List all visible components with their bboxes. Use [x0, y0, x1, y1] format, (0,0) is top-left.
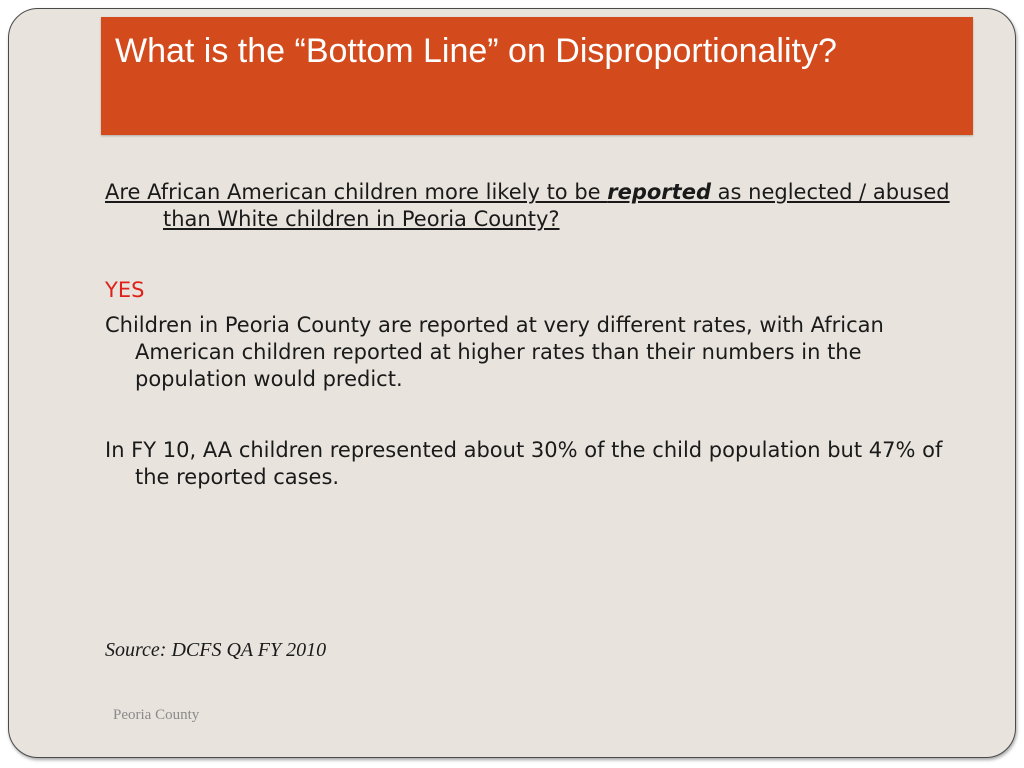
footer-text: Peoria County	[113, 707, 200, 723]
answer-text: YES	[105, 278, 145, 302]
question-after: as neglected / abused than White childre…	[163, 180, 950, 231]
slide-title: What is the “Bottom Line” on Disproporti…	[115, 32, 837, 70]
slide: What is the “Bottom Line” on Disproporti…	[8, 8, 1016, 758]
paragraph-reporting-rates: Children in Peoria County are reported a…	[105, 313, 884, 391]
slide-body: Are African American children more likel…	[105, 179, 965, 491]
question-emphasis: reported	[607, 180, 711, 204]
question-before: Are African American children more likel…	[105, 180, 608, 204]
paragraph-fy10-statistics: In FY 10, AA children represented about …	[105, 438, 943, 489]
title-bar: What is the “Bottom Line” on Disproporti…	[101, 17, 973, 135]
question-text: Are African American children more likel…	[105, 179, 965, 233]
source-citation: Source: DCFS QA FY 2010	[105, 639, 327, 661]
